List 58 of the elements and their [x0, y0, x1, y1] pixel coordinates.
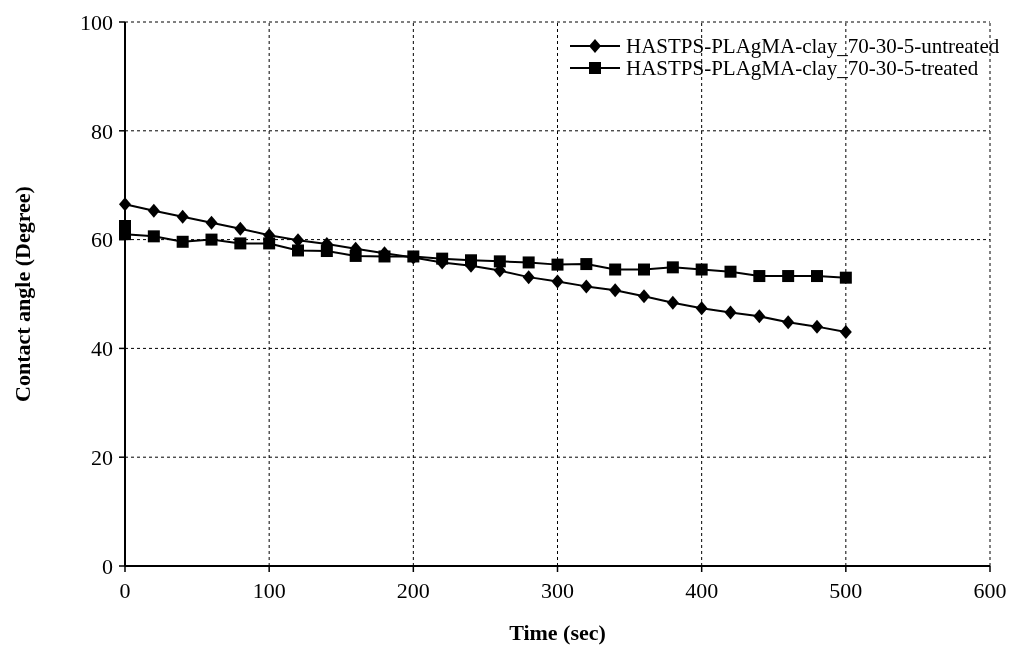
point [263, 237, 276, 250]
point [839, 325, 852, 340]
point [811, 270, 823, 283]
x-tick-label: 500 [829, 578, 863, 603]
point [436, 252, 449, 265]
point [551, 258, 564, 271]
point [493, 255, 506, 268]
point [695, 263, 708, 276]
point [580, 279, 593, 294]
point [378, 250, 391, 263]
point [666, 295, 679, 310]
point [522, 256, 535, 269]
point [234, 221, 247, 236]
point [205, 233, 218, 246]
x-tick-label: 300 [541, 578, 574, 603]
point [724, 305, 737, 320]
point [292, 244, 304, 257]
legend-label: HASTPS-PLAgMA-clay_70-30-5-untreated [626, 34, 1000, 59]
point [407, 250, 420, 263]
point [580, 258, 593, 271]
point [234, 237, 247, 250]
y-axis-title: Contact angle (Degree) [10, 186, 35, 402]
point [522, 270, 535, 285]
y-tick-label: 20 [91, 444, 113, 470]
point [119, 197, 131, 212]
point [320, 245, 333, 258]
x-tick-label: 200 [396, 578, 430, 603]
point [176, 209, 189, 224]
point [609, 263, 622, 276]
point [465, 254, 477, 267]
point [666, 261, 679, 274]
point [724, 265, 737, 278]
point [782, 270, 795, 283]
x-axis-title: Time (sec) [509, 620, 606, 645]
x-tick-label: 400 [685, 578, 719, 603]
y-tick-label: 60 [91, 227, 113, 253]
point [205, 215, 218, 230]
point [551, 274, 564, 289]
point [609, 283, 622, 298]
x-tick-label: 600 [973, 578, 1007, 603]
point [349, 249, 362, 262]
point [147, 230, 160, 243]
point [176, 235, 189, 248]
y-tick-label: 40 [91, 336, 113, 362]
y-tick-label: 0 [102, 553, 113, 579]
point [839, 271, 852, 284]
point [695, 301, 708, 316]
point [753, 270, 766, 283]
y-tick-label: 80 [91, 118, 113, 144]
point [638, 263, 650, 276]
point [753, 309, 766, 324]
point [638, 289, 650, 304]
y-tick-label: 100 [80, 9, 113, 35]
x-tick-label: 0 [119, 578, 131, 603]
x-tick-label: 100 [252, 578, 286, 603]
point [782, 315, 795, 330]
point [147, 203, 160, 218]
point [811, 319, 823, 334]
